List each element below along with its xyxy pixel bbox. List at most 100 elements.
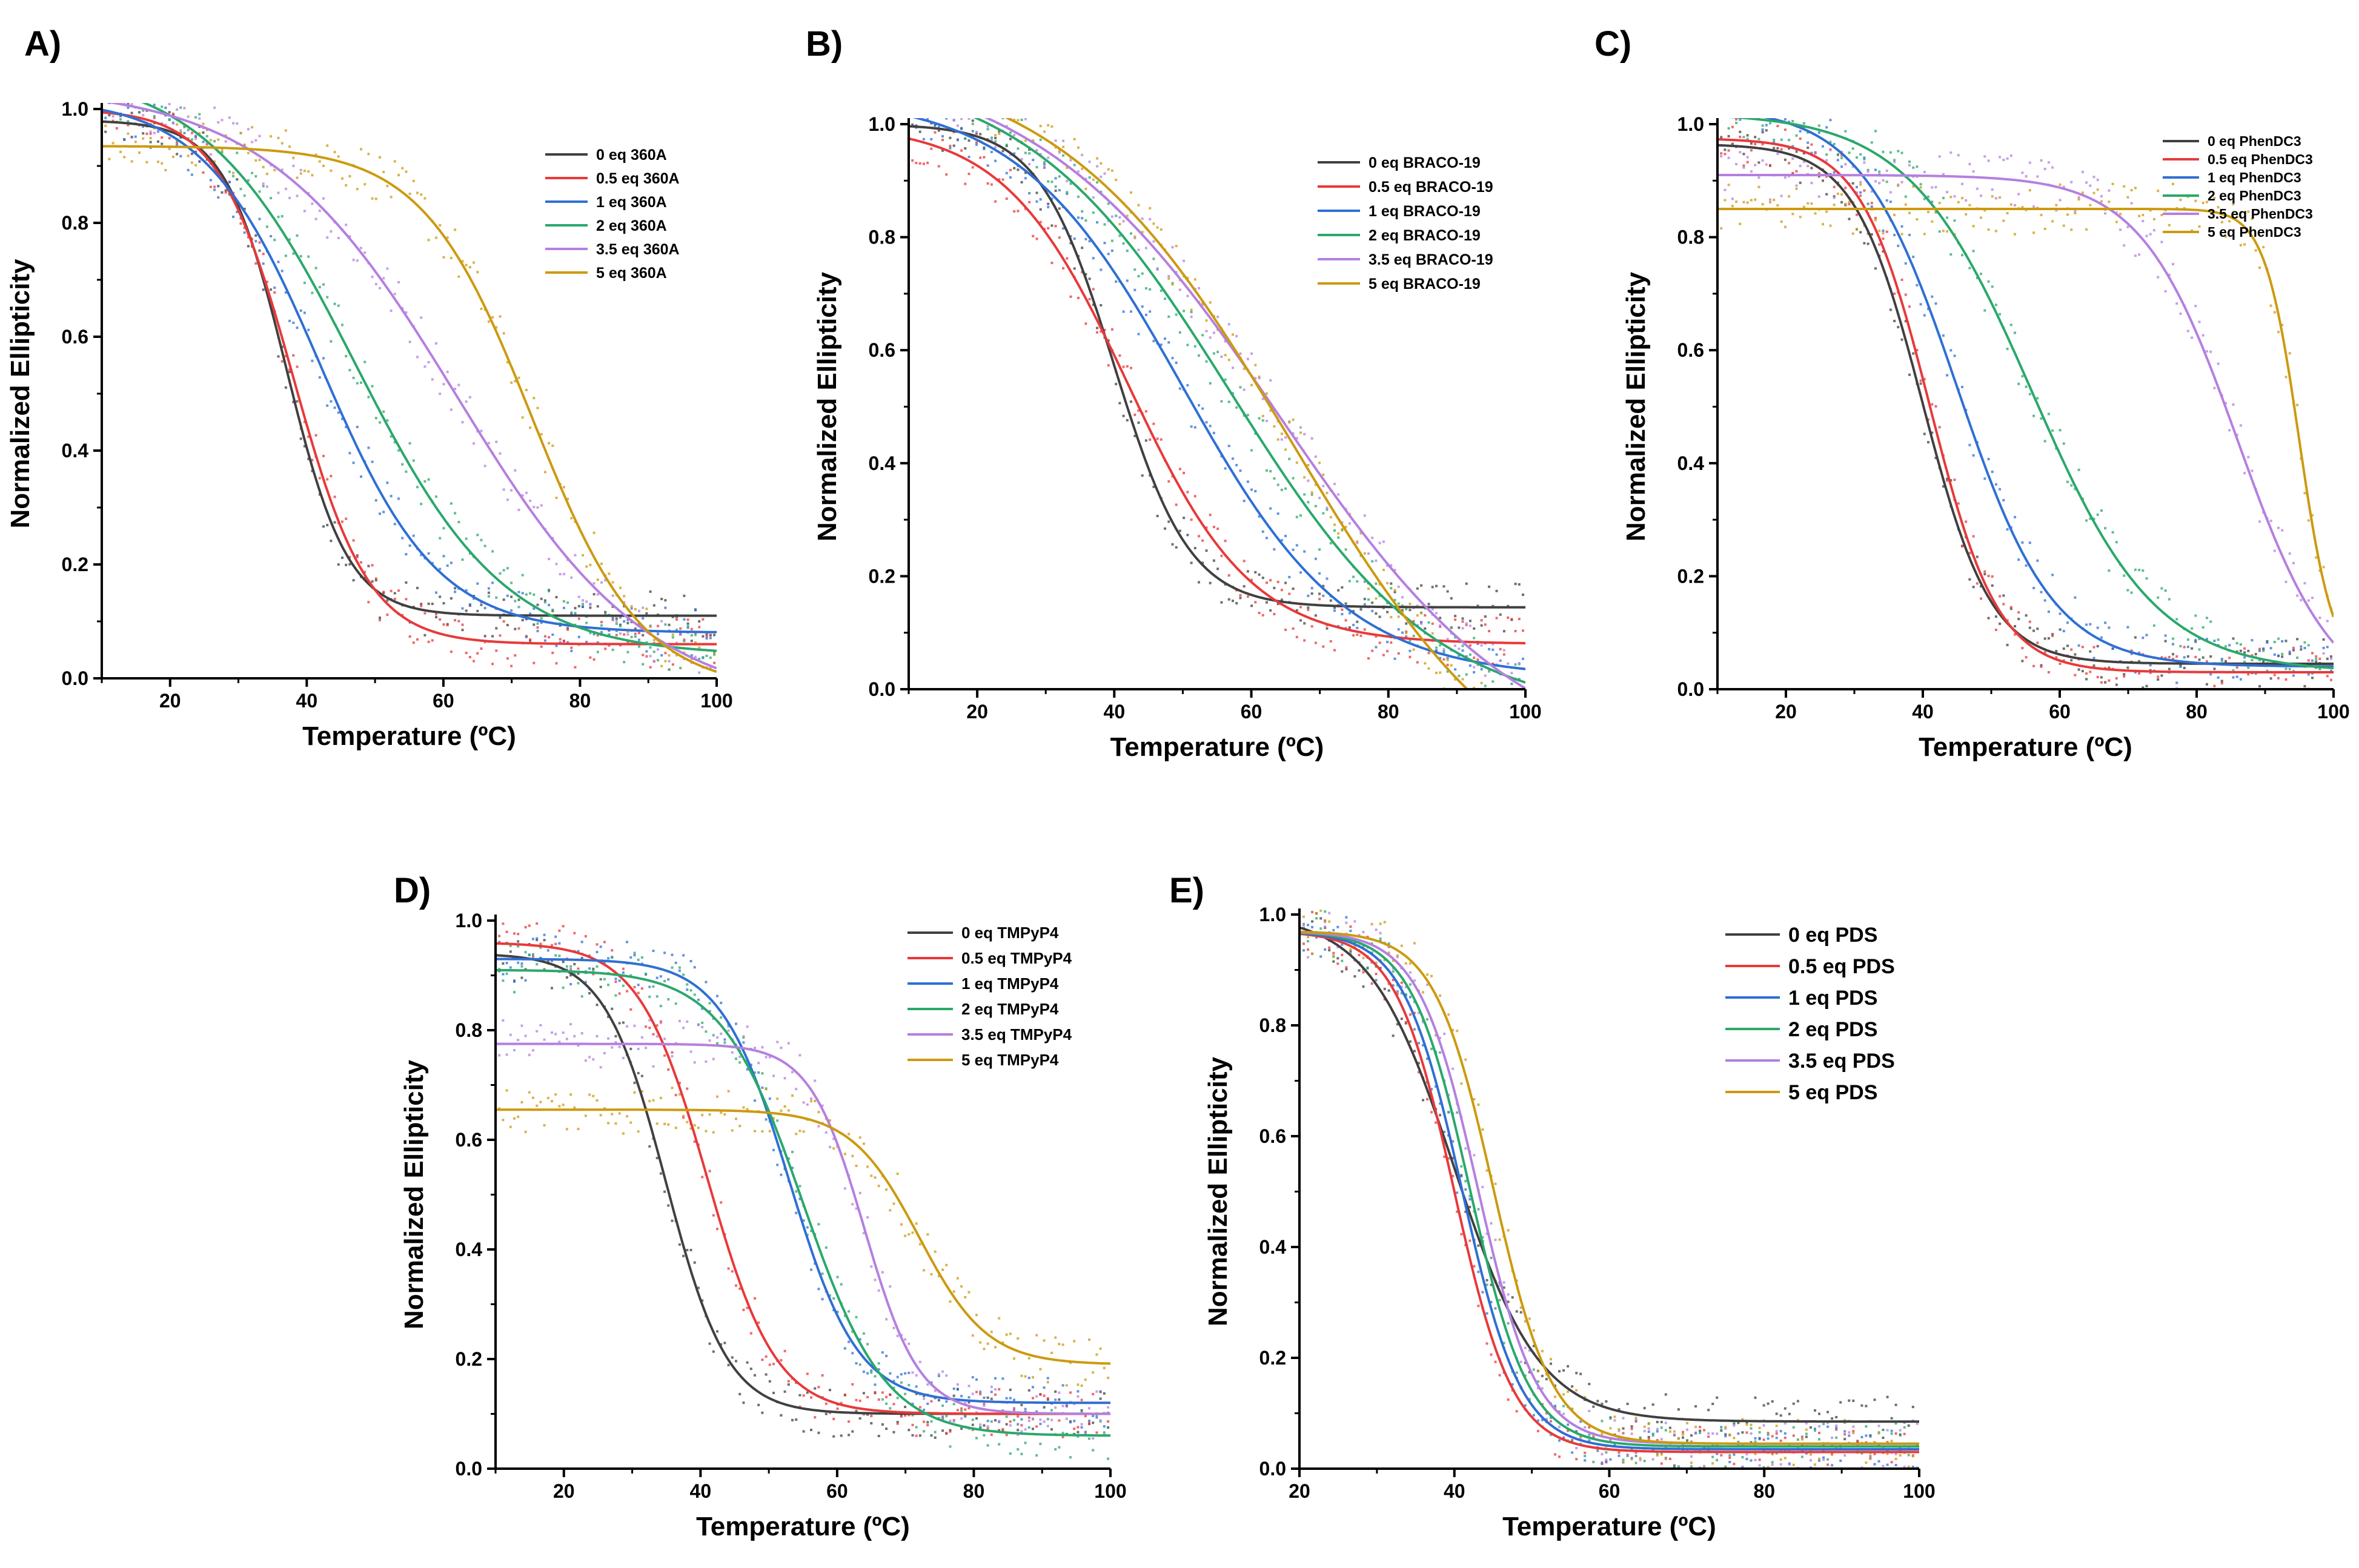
data-point xyxy=(1468,1239,1471,1242)
data-point xyxy=(1447,1111,1450,1114)
data-point xyxy=(709,637,712,640)
data-point xyxy=(1322,594,1325,597)
data-point xyxy=(573,973,576,976)
data-point xyxy=(919,91,921,94)
data-point xyxy=(517,376,520,379)
data-point xyxy=(562,573,565,575)
data-point xyxy=(776,1097,779,1100)
y-tick-label: 1.0 xyxy=(62,98,88,120)
data-point xyxy=(1417,1071,1420,1074)
data-point xyxy=(1735,200,1738,203)
data-point xyxy=(2130,652,2133,655)
data-point xyxy=(311,458,314,461)
data-point xyxy=(510,581,513,584)
x-tick-label: 80 xyxy=(569,690,591,712)
data-point xyxy=(145,160,148,164)
data-point xyxy=(1651,1403,1654,1406)
data-point xyxy=(565,1128,568,1131)
data-point xyxy=(814,1387,817,1390)
data-point xyxy=(1239,594,1242,597)
data-point xyxy=(1814,1427,1816,1431)
data-point xyxy=(2152,229,2155,232)
data-point xyxy=(998,130,1001,133)
data-point xyxy=(1205,360,1208,363)
data-point xyxy=(506,498,509,501)
data-point xyxy=(2300,693,2302,695)
data-point xyxy=(2126,666,2129,669)
data-point xyxy=(371,460,374,463)
data-point xyxy=(2077,468,2080,471)
data-point xyxy=(1013,152,1016,155)
data-point xyxy=(1443,1131,1446,1133)
data-point xyxy=(2243,651,2246,654)
data-point xyxy=(1859,180,1862,184)
data-point xyxy=(457,521,460,523)
data-point xyxy=(1485,1232,1488,1236)
data-point xyxy=(270,197,273,200)
data-point xyxy=(776,1163,779,1166)
data-point xyxy=(1452,1140,1455,1143)
data-point xyxy=(1178,387,1181,390)
data-point xyxy=(505,1089,508,1092)
data-point xyxy=(1617,1451,1621,1454)
data-point xyxy=(487,591,490,594)
data-point xyxy=(509,944,512,947)
data-point xyxy=(1805,1432,1808,1435)
data-point xyxy=(2281,652,2284,655)
data-point xyxy=(2002,498,2005,501)
data-point xyxy=(1427,603,1430,606)
data-point xyxy=(1276,512,1279,515)
data-point xyxy=(1178,288,1181,291)
data-point xyxy=(754,1099,756,1102)
data-point xyxy=(499,572,502,575)
data-point xyxy=(618,1022,621,1025)
data-point xyxy=(1783,1432,1787,1435)
data-point xyxy=(2235,642,2238,645)
data-point xyxy=(2123,574,2126,577)
data-point xyxy=(2217,692,2220,695)
data-point xyxy=(1727,127,1730,130)
data-point xyxy=(1788,1463,1791,1466)
data-point xyxy=(502,569,505,572)
data-point xyxy=(1039,1393,1042,1396)
data-point xyxy=(1280,598,1283,601)
data-point xyxy=(919,68,921,70)
fit-curve-2-eq-tmpyp4 xyxy=(496,968,1110,1437)
data-point xyxy=(1882,237,1885,240)
data-point xyxy=(1276,603,1279,606)
data-point xyxy=(1333,606,1336,609)
data-point xyxy=(153,114,156,117)
data-point xyxy=(1735,163,1738,165)
data-point xyxy=(990,1331,993,1334)
data-point xyxy=(1266,601,1268,604)
data-point xyxy=(1507,1322,1510,1325)
data-point xyxy=(701,1114,704,1117)
data-point xyxy=(1333,529,1336,532)
data-point xyxy=(476,609,479,612)
data-point xyxy=(1017,168,1020,171)
data-point xyxy=(1859,183,1862,186)
data-point xyxy=(1720,152,1723,155)
data-point xyxy=(2251,654,2254,657)
data-point xyxy=(848,1133,851,1136)
data-point xyxy=(1164,297,1166,300)
data-point xyxy=(911,113,914,116)
data-point xyxy=(1443,1155,1446,1158)
data-point xyxy=(1980,273,1982,276)
data-point xyxy=(1477,1103,1480,1106)
data-point xyxy=(1866,170,1870,173)
data-point xyxy=(1190,311,1193,314)
data-point xyxy=(1480,668,1483,671)
data-point xyxy=(1908,211,1911,214)
data-point xyxy=(1092,178,1095,181)
data-point xyxy=(468,656,471,658)
data-point xyxy=(296,365,299,368)
data-point xyxy=(254,159,257,162)
data-point xyxy=(2262,647,2265,650)
data-point xyxy=(754,1297,756,1300)
data-point xyxy=(926,161,929,164)
data-point xyxy=(1107,1420,1110,1423)
data-point xyxy=(1397,602,1400,605)
